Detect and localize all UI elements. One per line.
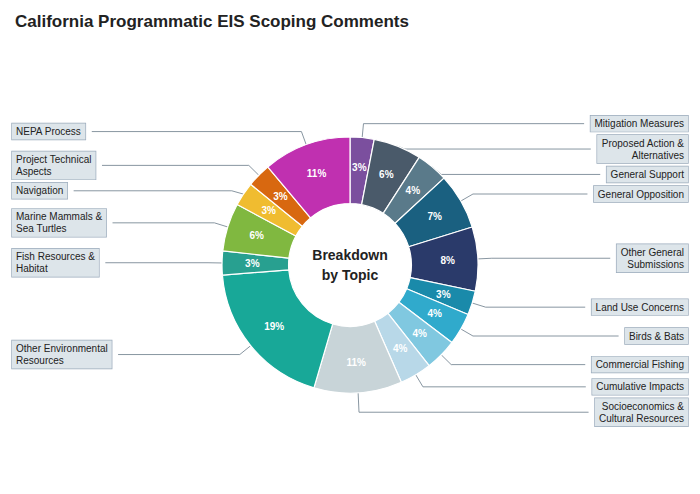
svg-text:Aspects: Aspects <box>16 166 52 177</box>
svg-text:4%: 4% <box>406 185 421 196</box>
svg-text:Sea Turtles: Sea Turtles <box>16 223 67 234</box>
svg-text:Other General: Other General <box>621 247 684 258</box>
svg-text:19%: 19% <box>264 321 284 332</box>
svg-text:Mitigation Measures: Mitigation Measures <box>595 118 684 129</box>
svg-text:Submissions: Submissions <box>627 259 684 270</box>
svg-text:General Opposition: General Opposition <box>598 189 684 200</box>
svg-text:Cultural Resources: Cultural Resources <box>599 413 684 424</box>
svg-text:California Programmatic EIS Sc: California Programmatic EIS Scoping Comm… <box>15 12 409 31</box>
svg-text:Fish Resources &: Fish Resources & <box>16 251 95 262</box>
svg-text:General Support: General Support <box>611 169 685 180</box>
svg-text:Birds & Bats: Birds & Bats <box>629 331 684 342</box>
svg-text:4%: 4% <box>393 343 408 354</box>
svg-text:Breakdown: Breakdown <box>312 247 387 263</box>
svg-text:3%: 3% <box>245 258 260 269</box>
svg-text:3%: 3% <box>261 205 276 216</box>
svg-text:11%: 11% <box>346 357 366 368</box>
svg-text:3%: 3% <box>352 162 367 173</box>
svg-text:Marine Mammals &: Marine Mammals & <box>16 211 102 222</box>
svg-text:Cumulative Impacts: Cumulative Impacts <box>596 381 684 392</box>
svg-text:Proposed Action &: Proposed Action & <box>602 138 685 149</box>
svg-text:6%: 6% <box>379 169 394 180</box>
svg-text:6%: 6% <box>249 230 264 241</box>
svg-text:7%: 7% <box>427 211 442 222</box>
svg-text:3%: 3% <box>436 289 451 300</box>
svg-text:NEPA Process: NEPA Process <box>16 126 81 137</box>
svg-text:Alternatives: Alternatives <box>632 150 684 161</box>
svg-text:Commercial Fishing: Commercial Fishing <box>596 359 684 370</box>
svg-text:3%: 3% <box>273 191 288 202</box>
svg-text:8%: 8% <box>440 255 455 266</box>
svg-text:11%: 11% <box>307 168 327 179</box>
svg-text:Land Use Concerns: Land Use Concerns <box>596 302 684 313</box>
svg-text:Project Technical: Project Technical <box>16 154 91 165</box>
svg-text:Navigation: Navigation <box>16 185 63 196</box>
svg-text:Resources: Resources <box>16 355 64 366</box>
svg-text:4%: 4% <box>427 308 442 319</box>
svg-text:by Topic: by Topic <box>322 267 379 283</box>
svg-text:4%: 4% <box>412 328 427 339</box>
svg-text:Socioeconomics &: Socioeconomics & <box>602 401 685 412</box>
svg-text:Other Environmental: Other Environmental <box>16 343 108 354</box>
svg-text:Habitat: Habitat <box>16 263 48 274</box>
